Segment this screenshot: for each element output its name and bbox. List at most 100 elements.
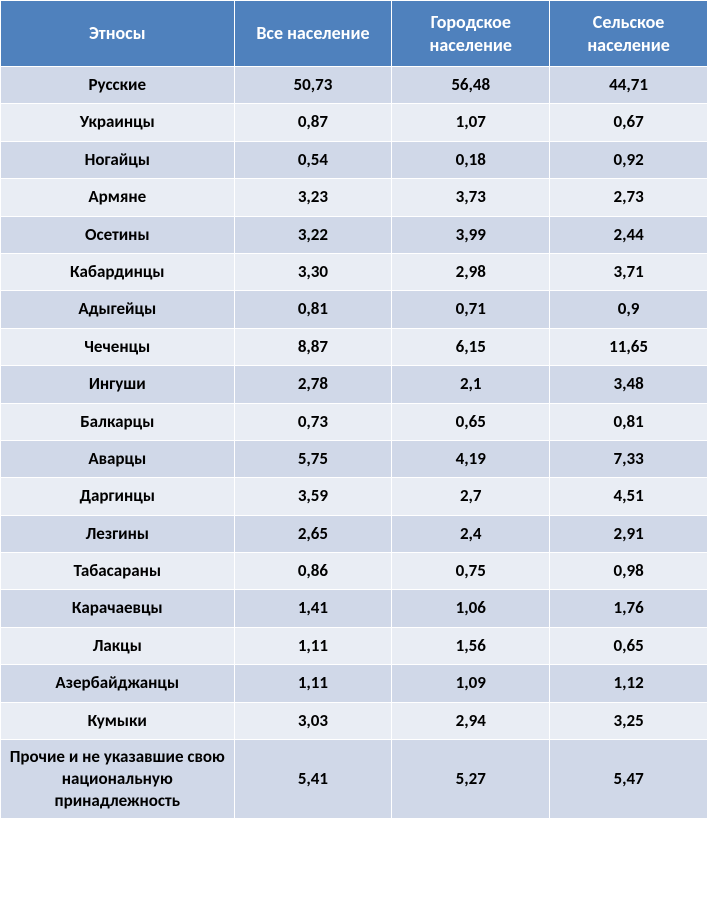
cell-ethnos: Адыгейцы — [1, 291, 235, 328]
cell-ethnos: Прочие и не указавшие свою национальную … — [1, 740, 235, 819]
table-header: Этносы Все население Городское население… — [1, 1, 708, 67]
cell-ethnos: Лезгины — [1, 515, 235, 552]
table-row: Кумыки3,032,943,25 — [1, 702, 708, 739]
cell-rural: 0,92 — [550, 141, 708, 178]
cell-all: 8,87 — [234, 328, 392, 365]
cell-all: 3,03 — [234, 702, 392, 739]
cell-rural: 3,71 — [550, 253, 708, 290]
cell-rural: 0,9 — [550, 291, 708, 328]
cell-ethnos: Армяне — [1, 179, 235, 216]
cell-ethnos: Кабардинцы — [1, 253, 235, 290]
cell-urban: 2,98 — [392, 253, 550, 290]
cell-rural: 1,76 — [550, 590, 708, 627]
cell-rural: 5,47 — [550, 740, 708, 819]
cell-ethnos: Балкарцы — [1, 403, 235, 440]
cell-all: 5,75 — [234, 440, 392, 477]
table-row: Ногайцы0,540,180,92 — [1, 141, 708, 178]
cell-rural: 0,65 — [550, 627, 708, 664]
table-row: Чеченцы8,876,1511,65 — [1, 328, 708, 365]
cell-rural: 4,51 — [550, 478, 708, 515]
table-row: Лакцы1,111,560,65 — [1, 627, 708, 664]
cell-ethnos: Табасараны — [1, 553, 235, 590]
cell-ethnos: Лакцы — [1, 627, 235, 664]
data-table: Этносы Все население Городское население… — [0, 0, 708, 819]
table-row: Лезгины2,652,42,91 — [1, 515, 708, 552]
table-row: Азербайджанцы1,111,091,12 — [1, 665, 708, 702]
cell-rural: 0,81 — [550, 403, 708, 440]
cell-all: 0,73 — [234, 403, 392, 440]
cell-rural: 0,67 — [550, 104, 708, 141]
cell-urban: 0,75 — [392, 553, 550, 590]
cell-ethnos: Ногайцы — [1, 141, 235, 178]
cell-all: 3,23 — [234, 179, 392, 216]
table-row: Осетины3,223,992,44 — [1, 216, 708, 253]
cell-urban: 1,07 — [392, 104, 550, 141]
cell-rural: 1,12 — [550, 665, 708, 702]
cell-urban: 2,7 — [392, 478, 550, 515]
cell-urban: 1,06 — [392, 590, 550, 627]
table-row: Адыгейцы0,810,710,9 — [1, 291, 708, 328]
col-header-urban: Городское население — [392, 1, 550, 67]
table-row: Аварцы5,754,197,33 — [1, 440, 708, 477]
cell-urban: 56,48 — [392, 67, 550, 104]
cell-ethnos: Русские — [1, 67, 235, 104]
cell-ethnos: Чеченцы — [1, 328, 235, 365]
cell-all: 5,41 — [234, 740, 392, 819]
table-row: Прочие и не указавшие свою национальную … — [1, 740, 708, 819]
cell-all: 2,78 — [234, 366, 392, 403]
cell-rural: 2,73 — [550, 179, 708, 216]
table-row: Балкарцы0,730,650,81 — [1, 403, 708, 440]
cell-ethnos: Ингуши — [1, 366, 235, 403]
table-row: Русские50,7356,4844,71 — [1, 67, 708, 104]
cell-all: 0,54 — [234, 141, 392, 178]
table-row: Украинцы0,871,070,67 — [1, 104, 708, 141]
cell-all: 3,22 — [234, 216, 392, 253]
cell-urban: 1,09 — [392, 665, 550, 702]
cell-ethnos: Карачаевцы — [1, 590, 235, 627]
cell-ethnos: Аварцы — [1, 440, 235, 477]
table-row: Ингуши2,782,13,48 — [1, 366, 708, 403]
cell-urban: 0,18 — [392, 141, 550, 178]
cell-rural: 2,44 — [550, 216, 708, 253]
cell-urban: 2,94 — [392, 702, 550, 739]
cell-urban: 6,15 — [392, 328, 550, 365]
cell-ethnos: Кумыки — [1, 702, 235, 739]
cell-all: 0,87 — [234, 104, 392, 141]
cell-urban: 0,65 — [392, 403, 550, 440]
cell-urban: 1,56 — [392, 627, 550, 664]
table-body: Русские50,7356,4844,71Украинцы0,871,070,… — [1, 67, 708, 819]
cell-rural: 7,33 — [550, 440, 708, 477]
table-row: Даргинцы3,592,74,51 — [1, 478, 708, 515]
cell-all: 0,86 — [234, 553, 392, 590]
cell-all: 3,59 — [234, 478, 392, 515]
cell-all: 1,41 — [234, 590, 392, 627]
cell-urban: 3,99 — [392, 216, 550, 253]
cell-rural: 2,91 — [550, 515, 708, 552]
cell-all: 50,73 — [234, 67, 392, 104]
cell-rural: 3,48 — [550, 366, 708, 403]
cell-urban: 5,27 — [392, 740, 550, 819]
cell-ethnos: Даргинцы — [1, 478, 235, 515]
cell-all: 3,30 — [234, 253, 392, 290]
cell-urban: 3,73 — [392, 179, 550, 216]
cell-rural: 0,98 — [550, 553, 708, 590]
cell-urban: 4,19 — [392, 440, 550, 477]
cell-all: 1,11 — [234, 627, 392, 664]
cell-all: 2,65 — [234, 515, 392, 552]
ethnic-population-table: Этносы Все население Городское население… — [0, 0, 708, 819]
cell-urban: 2,4 — [392, 515, 550, 552]
table-row: Кабардинцы3,302,983,71 — [1, 253, 708, 290]
col-header-rural: Сельское население — [550, 1, 708, 67]
table-row: Табасараны0,860,750,98 — [1, 553, 708, 590]
table-row: Армяне3,233,732,73 — [1, 179, 708, 216]
table-row: Карачаевцы1,411,061,76 — [1, 590, 708, 627]
cell-rural: 11,65 — [550, 328, 708, 365]
cell-all: 1,11 — [234, 665, 392, 702]
cell-ethnos: Украинцы — [1, 104, 235, 141]
cell-rural: 44,71 — [550, 67, 708, 104]
col-header-all: Все население — [234, 1, 392, 67]
cell-urban: 2,1 — [392, 366, 550, 403]
cell-urban: 0,71 — [392, 291, 550, 328]
cell-all: 0,81 — [234, 291, 392, 328]
cell-rural: 3,25 — [550, 702, 708, 739]
